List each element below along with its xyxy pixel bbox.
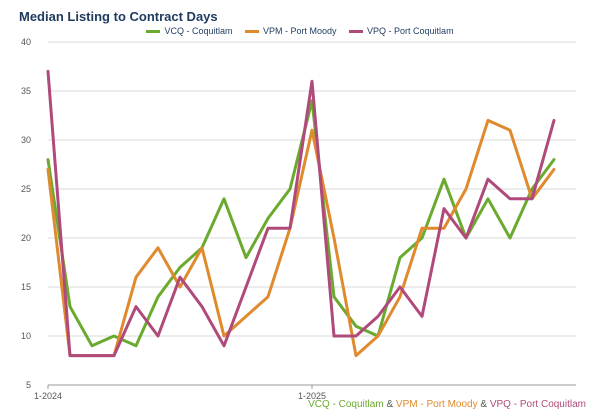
x-tick-label: 1-2024 bbox=[34, 391, 62, 401]
legend-label-vcq: VCQ - Coquitlam bbox=[164, 26, 233, 36]
series-line-vcq bbox=[46, 99, 556, 348]
footer-series-caption: VCQ - Coquitlam & VPM - Port Moody & VPQ… bbox=[308, 399, 586, 410]
series-line-vpq bbox=[46, 69, 556, 358]
footer-label-vpm: VPM - Port Moody bbox=[395, 399, 478, 410]
footer-label-vpq: VPQ - Port Coquitlam bbox=[489, 399, 586, 410]
y-tick-label: 30 bbox=[21, 135, 31, 145]
y-tick-label: 10 bbox=[21, 331, 31, 341]
chart-legend: VCQ - Coquitlam VPM - Port Moody VPQ - P… bbox=[0, 26, 600, 36]
y-tick-label: 35 bbox=[21, 86, 31, 96]
y-tick-label: 25 bbox=[21, 184, 31, 194]
footer-separator: & bbox=[386, 399, 394, 410]
y-tick-label: 20 bbox=[21, 233, 31, 243]
chart-title: Median Listing to Contract Days bbox=[19, 9, 218, 24]
series-line-vpm bbox=[46, 118, 556, 358]
x-tick-label: 1-2025 bbox=[298, 391, 326, 401]
legend-swatch-vpq bbox=[349, 30, 364, 34]
legend-item-vpq: VPQ - Port Coquitlam bbox=[349, 26, 454, 36]
footer-separator: & bbox=[480, 399, 488, 410]
legend-item-vcq: VCQ - Coquitlam bbox=[146, 26, 232, 36]
legend-swatch-vpm bbox=[244, 30, 259, 34]
y-tick-label: 15 bbox=[21, 282, 31, 292]
legend-item-vpm: VPM - Port Moody bbox=[244, 26, 337, 36]
legend-label-vpq: VPQ - Port Coquitlam bbox=[367, 26, 454, 36]
legend-swatch-vcq bbox=[146, 30, 161, 34]
y-tick-label: 5 bbox=[26, 380, 31, 390]
legend-label-vpm: VPM - Port Moody bbox=[262, 26, 337, 36]
footer-label-vcq: VCQ - Coquitlam bbox=[308, 399, 384, 410]
y-tick-label: 40 bbox=[21, 37, 31, 47]
